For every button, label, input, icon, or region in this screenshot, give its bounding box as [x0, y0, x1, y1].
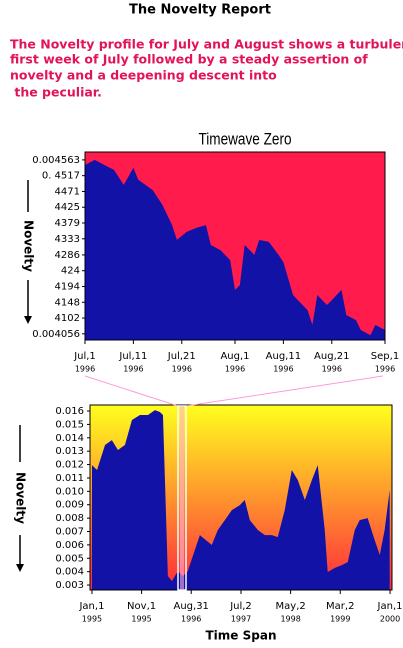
- y-tick-label: 424: [61, 266, 80, 277]
- arrow-head: [24, 316, 32, 324]
- x-tick-year: 1996: [273, 365, 293, 374]
- y-tick-label: 0. 4517: [42, 171, 80, 182]
- y-tick-label: 4102: [55, 313, 80, 324]
- y-tick-label: 0.004563: [32, 155, 80, 166]
- x-tick-label: May,2: [276, 601, 306, 612]
- x-tick-label: Jul,21: [167, 351, 196, 362]
- y-tick-label: 4333: [55, 234, 80, 245]
- y-tick-label: 0.004: [55, 567, 84, 578]
- y-axis-label: Novelty: [22, 220, 36, 272]
- x-tick-year: 1995: [82, 615, 102, 624]
- x-tick-year: 2000: [380, 615, 400, 624]
- description-line: the peculiar.: [10, 85, 102, 100]
- y-tick-label: 0.003: [55, 580, 84, 591]
- y-tick-label: 0.012: [55, 460, 84, 471]
- y-tick-label: 0.010: [55, 486, 84, 497]
- x-tick-year: 1996: [75, 365, 95, 374]
- y-tick-label: 4148: [55, 297, 80, 308]
- arrow-head: [16, 564, 24, 572]
- y-tick-label: 0.004056: [32, 329, 80, 340]
- x-tick-year: 1996: [181, 615, 201, 624]
- x-tick-label: Aug,21: [314, 351, 349, 362]
- x-tick-label: Mar,2: [326, 601, 354, 612]
- x-tick-year: 1995: [131, 615, 151, 624]
- x-tick-label: Jul,1: [73, 351, 96, 362]
- description-line: novelty and a deepening descent into: [10, 68, 277, 83]
- y-tick-label: 4425: [55, 202, 80, 213]
- y-tick-label: 0.009: [55, 500, 84, 511]
- y-tick-label: 4379: [55, 218, 80, 229]
- y-tick-label: 0.015: [55, 419, 84, 430]
- x-tick-year: 1998: [280, 615, 300, 624]
- x-tick-label: Jan,1: [78, 601, 104, 612]
- x-tick-year: 1996: [225, 365, 245, 374]
- connector: [84, 375, 179, 407]
- y-tick-label: 0.011: [55, 473, 84, 484]
- x-tick-year: 1996: [375, 365, 395, 374]
- highlight-band: [180, 406, 184, 590]
- y-tick-label: 0.016: [55, 406, 84, 417]
- chart: 0.016 0.015 0.014 0.013 0.012 0.011 0.010 0.009…: [14, 404, 403, 643]
- x-tick-label: Jul,11: [118, 351, 147, 362]
- connector: [185, 375, 384, 407]
- description-line: The Novelty profile for July and August …: [10, 37, 403, 52]
- x-tick-label: Jan,1: [377, 601, 403, 612]
- y-tick-label: 4194: [55, 281, 80, 292]
- overlay: [16, 180, 384, 591]
- y-tick-label: 0.008: [55, 513, 84, 524]
- x-tick-year: 1996: [322, 365, 342, 374]
- x-tick-label: Aug,31: [173, 601, 208, 612]
- x-tick-year: 1997: [231, 615, 251, 624]
- area: [91, 410, 390, 590]
- x-tick-year: 1996: [123, 365, 143, 374]
- x-tick-label: Aug,11: [266, 351, 301, 362]
- report-title: The Novelty Report: [129, 3, 271, 18]
- y-axis-label: Novelty: [14, 472, 28, 524]
- charts: 0.004563 0. 4517 4471 4425 4379 4333 4286 424 41…: [14, 130, 403, 642]
- chart-title: Timewave Zero: [198, 130, 291, 149]
- x-axis-label: Time Span: [206, 629, 277, 643]
- description-line: first week of July followed by a steady …: [10, 52, 368, 67]
- y-tick-label: 0.006: [55, 540, 84, 551]
- y-tick-label: 4471: [55, 186, 80, 197]
- y-tick-label: 4286: [55, 250, 80, 261]
- x-tick-label: Aug,1: [220, 351, 249, 362]
- y-tick-label: 0.013: [55, 446, 84, 457]
- x-tick-year: 1999: [330, 615, 350, 624]
- y-tick-label: 0.014: [55, 433, 84, 444]
- x-tick-label: Jul,2: [229, 601, 252, 612]
- y-tick-label: 0.005: [55, 553, 84, 564]
- x-tick-label: Nov,1: [127, 601, 156, 612]
- y-tick-label: 0.007: [55, 527, 84, 538]
- chart: 0.004563 0. 4517 4471 4425 4379 4333 4286 424 41…: [22, 130, 400, 373]
- area: [85, 159, 385, 340]
- x-tick-label: Sep,1: [371, 351, 399, 362]
- x-tick-year: 1996: [172, 365, 192, 374]
